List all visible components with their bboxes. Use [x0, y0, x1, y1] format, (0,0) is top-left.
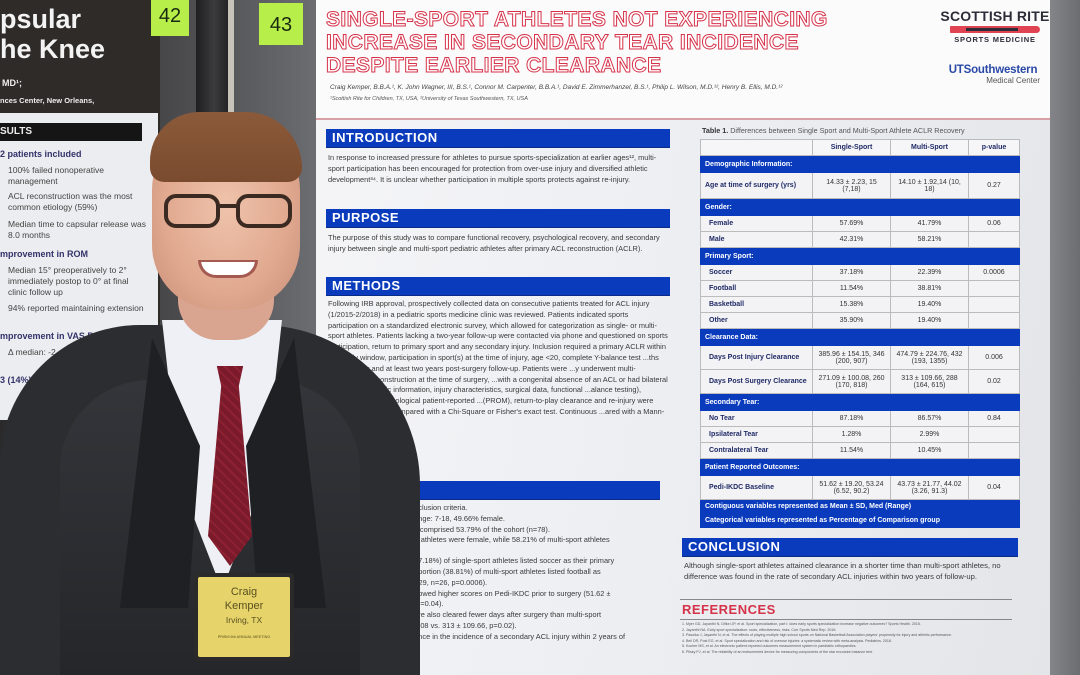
table-header-row: Single-Sport Multi-Sport p-value — [700, 139, 1020, 156]
smile — [198, 260, 258, 278]
glasses-icon — [160, 194, 296, 230]
crayon-icon — [950, 26, 1040, 33]
table-caption: Table 1. Differences between Single Spor… — [702, 126, 965, 135]
scottish-rite-logo: SCOTTISH RITE SPORTS MEDICINE — [940, 8, 1050, 44]
table-row: Ipsilateral Tear 1.28% 2.99% — [700, 426, 1020, 443]
poster-affiliations: ¹Scottish Rite for Children, TX, USA, ²U… — [330, 96, 528, 102]
badge-event: PRiSM 6th ANNUAL MEETING — [217, 635, 271, 639]
neighbor-poster-title: psular he Knee — [0, 4, 106, 64]
methods-text: Following IRB approval, prospectively co… — [328, 299, 668, 427]
introduction-text: In response to increased pressure for at… — [328, 153, 657, 184]
poster-title: SINGLE-SPORT ATHLETES NOT EXPERIENCING I… — [326, 8, 828, 78]
neighbor-bullet: Median 15° preoperatively to 2° immediat… — [8, 265, 129, 297]
results-text: ...nclusion criteria. ...ange: 7-18, 49.… — [408, 503, 626, 641]
table-row: Pedi-IKDC Baseline 51.62 ± 19.20, 53.24 … — [700, 475, 1020, 500]
research-poster: SINGLE-SPORT ATHLETES NOT EXPERIENCING I… — [316, 0, 1050, 675]
table-row: Male 42.31% 58.21% — [700, 231, 1020, 248]
references-rule — [680, 599, 1012, 600]
poster-number-tag: 43 — [259, 3, 303, 45]
neighbor-poster-affiliation: nces Center, New Orleans, — [0, 96, 95, 105]
table-row: Other 35.90% 19.40% — [700, 312, 1020, 329]
table-group-row: Gender: — [700, 198, 1020, 216]
neighbor-bullet: 94% reported maintaining extension — [8, 303, 144, 313]
table-group-row: Clearance Data: — [700, 328, 1020, 346]
table-row: Days Post Injury Clearance 385.96 ± 154.… — [700, 345, 1020, 370]
poster-authors: Craig Kemper, B.B.A.¹, K. John Wagner, I… — [330, 84, 783, 91]
table-row: Contralateral Tear 11.54% 10.45% — [700, 442, 1020, 459]
poster-header: SINGLE-SPORT ATHLETES NOT EXPERIENCING I… — [316, 0, 1050, 120]
badge-last-name: Kemper — [224, 600, 264, 612]
purpose-text: The purpose of this study was to compare… — [328, 233, 660, 253]
ut-southwestern-logo: UTSouthwestern Medical Center — [948, 64, 1040, 85]
table-row: Days Post Surgery Clearance 271.09 ± 100… — [700, 369, 1020, 394]
table-footnote: Categorical variables represented as Per… — [700, 513, 1020, 528]
methods-heading: METHODS — [326, 277, 670, 296]
table-row: Basketball 15.38% 19.40% — [700, 296, 1020, 313]
results-table: Single-Sport Multi-Sport p-value Demogra… — [700, 139, 1020, 528]
table-row: Football 11.54% 38.81% — [700, 280, 1020, 297]
table-row: Female 57.69% 41.79% 0.06 — [700, 215, 1020, 232]
table-group-row: Patient Reported Outcomes: — [700, 458, 1020, 476]
neighbor-bullet: ACL reconstruction was the most common e… — [8, 191, 133, 212]
hair — [150, 112, 302, 182]
introduction-heading: INTRODUCTION — [326, 129, 670, 148]
references-rule — [680, 619, 1012, 620]
table-group-row: Secondary Tear: — [700, 393, 1020, 411]
table-footnote: Contiguous variables represented as Mean… — [700, 499, 1020, 514]
badge-location: Irving, TX — [225, 615, 263, 625]
neighbor-bullet: 100% failed nonoperative management — [8, 165, 104, 186]
conclusion-heading: CONCLUSION — [682, 538, 1018, 557]
conclusion-text: Although single-sport athletes attained … — [684, 561, 1001, 581]
neighbor-subhead: mprovement in ROM — [0, 249, 89, 259]
neighbor-subhead: 3 (14%) re — [0, 375, 43, 385]
neighbor-subhead: mprovement in VAS Pain Score — [0, 331, 134, 341]
references-heading: REFERENCES — [682, 602, 776, 617]
table-group-row: Demographic Information: — [700, 155, 1020, 173]
references-list: 1. Myer GD, Jayanthi N, Difiori JP, et a… — [682, 622, 952, 654]
purpose-heading: PURPOSE — [326, 209, 670, 228]
table-row: Age at time of surgery (yrs) 14.33 ± 2.2… — [700, 172, 1020, 199]
neighbor-results-heading: SULTS — [0, 123, 142, 141]
neighbor-bullet: Median time to capsular release was 8.0 … — [8, 219, 146, 240]
table-group-row: Primary Sport: — [700, 247, 1020, 265]
table-row: Soccer 37.18% 22.39% 0.0006 — [700, 264, 1020, 281]
neighbor-subhead: 2 patients included — [0, 149, 82, 159]
badge-first-name: Craig — [230, 586, 258, 598]
table-row: No Tear 87.18% 86.57% 0.84 — [700, 410, 1020, 427]
poster-number-tag: 42 — [151, 0, 189, 36]
name-badge: Craig Kemper Irving, TX PRiSM 6th ANNUAL… — [194, 573, 294, 661]
neighbor-poster-author: MD¹; — [2, 78, 22, 88]
